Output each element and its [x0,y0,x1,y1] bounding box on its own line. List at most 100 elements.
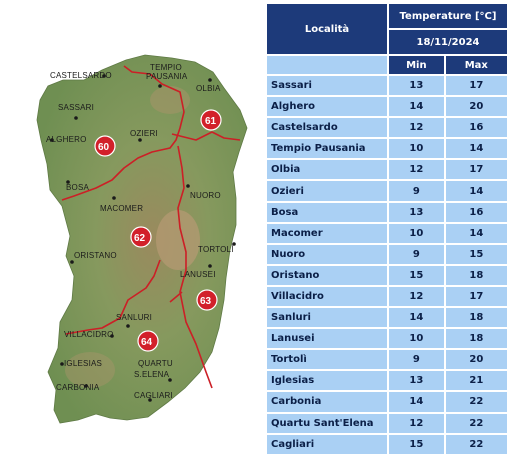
cell-location: Iglesias [266,370,388,392]
table-row: Quartu Sant'Elena 12 22 [266,412,508,434]
gennargentu-highland [156,210,200,270]
cell-location: Sanluri [266,307,388,329]
temperature-table: Località Temperature [°C] 18/11/2024 Min… [266,3,508,455]
cell-location: Cagliari [266,433,388,455]
map-canvas: CASTELSARDO TEMPIO PAUSANIA OLBIA SASSAR… [36,54,248,424]
cell-max: 16 [444,201,508,223]
cell-location: Lanusei [266,328,388,350]
zone-boundaries [61,65,241,389]
label-bosa: BOSA [66,183,89,192]
label-s-elena: S.ELENA [134,370,170,379]
label-olbia: OLBIA [196,84,221,93]
cell-location: Oristano [266,264,388,286]
cell-max: 22 [444,391,508,413]
cell-min: 12 [388,285,445,308]
cell-max: 20 [444,349,508,371]
label-alghero: ALGHERO [46,135,87,144]
header-min: Min [388,55,445,75]
cell-location: Bosa [266,201,388,223]
cell-max: 22 [444,433,508,455]
table-body: Sassari 13 17 Alghero 14 20 Castelsardo 12 16 Tem… [266,75,508,455]
cell-max: 17 [444,159,508,181]
cell-min: 13 [388,370,445,392]
table-row: Macomer 10 14 [266,222,508,244]
table-row: Bosa 13 16 [266,201,508,223]
label-ozieri: OZIERI [130,129,158,138]
cell-min: 15 [388,433,445,455]
cell-min: 10 [388,222,445,244]
cell-max: 17 [444,75,508,97]
cell-min: 13 [388,75,445,97]
cell-location: Carbonia [266,391,388,413]
table-header-row-1: Località Temperature [°C] [266,3,508,55]
cell-min: 9 [388,180,445,202]
cell-max: 21 [444,370,508,392]
table-row: Tortolì 9 20 [266,349,508,371]
header-date: 18/11/2024 [388,29,508,55]
zone-marker-64: 64 [137,330,159,352]
header-max: Max [444,55,508,75]
label-cagliari: CAGLIARI [134,391,173,400]
cell-max: 16 [444,117,508,139]
label-sassari: SASSARI [58,103,94,112]
cell-location: Ozieri [266,180,388,202]
label-villacidro: VILLACIDRO [64,330,114,339]
table-row: Sassari 13 17 [266,75,508,97]
cell-max: 18 [444,307,508,329]
town-labels: CASTELSARDO TEMPIO PAUSANIA OLBIA SASSAR… [46,63,233,400]
cell-min: 13 [388,201,445,223]
cell-location: Tortolì [266,349,388,371]
cell-location: Castelsardo [266,117,388,139]
table-row: Iglesias 13 21 [266,370,508,392]
table-row: Olbia 12 17 [266,159,508,181]
cell-max: 22 [444,412,508,434]
cell-max: 14 [444,138,508,160]
label-oristano: ORISTANO [74,251,117,260]
svg-text:64: 64 [141,337,153,348]
table-row: Alghero 14 20 [266,96,508,118]
svg-text:61: 61 [205,116,217,127]
cell-max: 18 [444,328,508,350]
label-nuoro: NUORO [190,191,221,200]
label-pausania: PAUSANIA [146,72,188,81]
cell-min: 9 [388,349,445,371]
cell-location: Nuoro [266,243,388,265]
label-castelsardo: CASTELSARDO [50,71,112,80]
cell-min: 10 [388,138,445,160]
zone-marker-62: 62 [130,226,152,248]
cell-location: Olbia [266,159,388,181]
cell-max: 14 [444,222,508,244]
cell-location: Villacidro [266,285,388,308]
table-row: Sanluri 14 18 [266,307,508,329]
zone-marker-61: 61 [200,109,222,131]
cell-min: 15 [388,264,445,286]
table-header-row-2: 18/11/2024 [266,29,508,55]
cell-min: 12 [388,117,445,139]
label-iglesias: IGLESIAS [64,359,102,368]
sardinia-map: CASTELSARDO TEMPIO PAUSANIA OLBIA SASSAR… [36,54,248,424]
cell-location: Tempio Pausania [266,138,388,160]
table-row: Lanusei 10 18 [266,328,508,350]
label-tempio: TEMPIO [150,63,182,72]
table-row: Castelsardo 12 16 [266,117,508,139]
cell-location: Alghero [266,96,388,118]
town-dots [50,74,236,402]
label-macomer: MACOMER [100,204,143,213]
label-quartu: QUARTU [138,359,173,368]
cell-min: 14 [388,96,445,118]
header-spacer [266,55,388,75]
cell-min: 12 [388,159,445,181]
cell-max: 14 [444,180,508,202]
cell-location: Macomer [266,222,388,244]
cell-max: 20 [444,96,508,118]
label-carbonia: CARBONIA [56,383,100,392]
table-row: Nuoro 9 15 [266,243,508,265]
cell-min: 9 [388,243,445,265]
table-row: Villacidro 12 17 [266,285,508,308]
cell-min: 14 [388,391,445,413]
table-row: Carbonia 14 22 [266,391,508,413]
sulcis-highland [65,352,115,388]
cell-max: 15 [444,243,508,265]
zone-marker-63: 63 [196,289,218,311]
cell-min: 12 [388,412,445,434]
